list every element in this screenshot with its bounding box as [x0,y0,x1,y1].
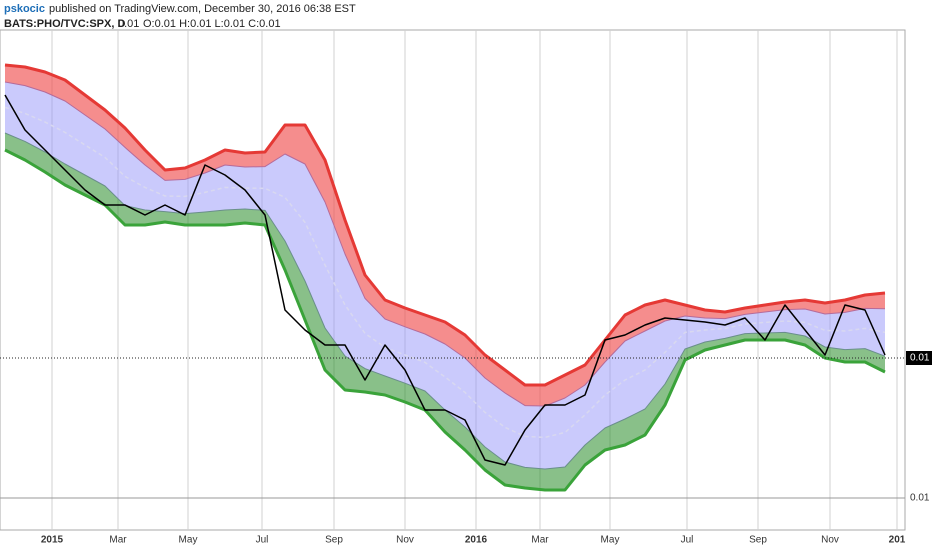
series-line [4,94,886,466]
band-fill [5,82,885,469]
x-tick-label: May [179,535,198,546]
x-tick-label: Nov [396,535,414,546]
last-price-label: 0.01 [910,353,930,364]
ohlc: O:0.01 H:0.01 L:0.01 C:0.01 [143,18,281,30]
x-tick-label: Sep [325,535,343,546]
last-price-box [906,351,932,365]
x-tick-label: 201 [889,535,906,546]
series-line [4,148,886,492]
plot-frame [0,29,906,531]
x-tick-label: Mar [109,535,127,546]
series-line [4,63,886,387]
last-value: 0.01 [118,18,139,30]
x-tick-label: Mar [531,535,549,546]
x-tick-label: 2015 [41,535,64,546]
x-tick-label: Nov [821,535,839,546]
series-line [4,81,886,407]
band-fill [5,133,885,490]
symbol: BATS:PHO/TVC:SPX, D [4,18,125,30]
published: published on TradingView.com, December 3… [49,3,356,15]
y-tick-label: 0.01 [910,493,930,504]
x-tick-label: Sep [749,535,767,546]
author[interactable]: pskocic [4,3,45,15]
series-line [4,106,886,439]
x-tick-label: Jul [256,535,269,546]
x-tick-label: 2016 [465,535,488,546]
x-tick-label: Jul [681,535,694,546]
x-tick-label: May [601,535,620,546]
